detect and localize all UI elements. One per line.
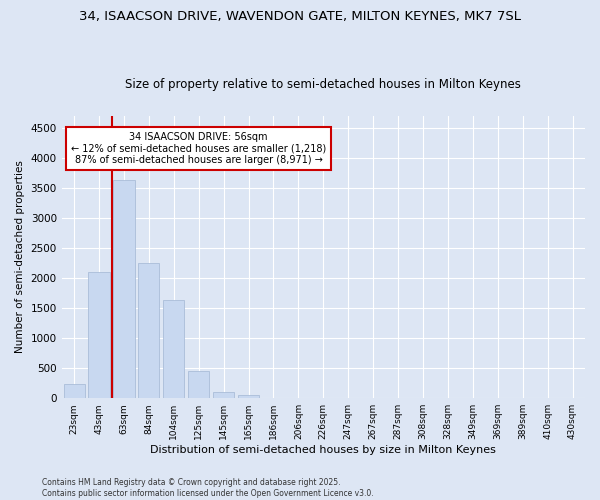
Y-axis label: Number of semi-detached properties: Number of semi-detached properties: [15, 160, 25, 354]
Bar: [138, 263, 160, 398]
Bar: [238, 395, 259, 398]
Bar: [163, 300, 184, 398]
X-axis label: Distribution of semi-detached houses by size in Milton Keynes: Distribution of semi-detached houses by …: [151, 445, 496, 455]
Text: Contains HM Land Registry data © Crown copyright and database right 2025.
Contai: Contains HM Land Registry data © Crown c…: [42, 478, 374, 498]
Bar: [188, 371, 209, 398]
Bar: [88, 272, 110, 398]
Bar: [64, 384, 85, 398]
Bar: [113, 180, 134, 398]
Text: 34, ISAACSON DRIVE, WAVENDON GATE, MILTON KEYNES, MK7 7SL: 34, ISAACSON DRIVE, WAVENDON GATE, MILTO…: [79, 10, 521, 23]
Bar: [213, 392, 234, 398]
Title: Size of property relative to semi-detached houses in Milton Keynes: Size of property relative to semi-detach…: [125, 78, 521, 91]
Text: 34 ISAACSON DRIVE: 56sqm
← 12% of semi-detached houses are smaller (1,218)
87% o: 34 ISAACSON DRIVE: 56sqm ← 12% of semi-d…: [71, 132, 326, 165]
